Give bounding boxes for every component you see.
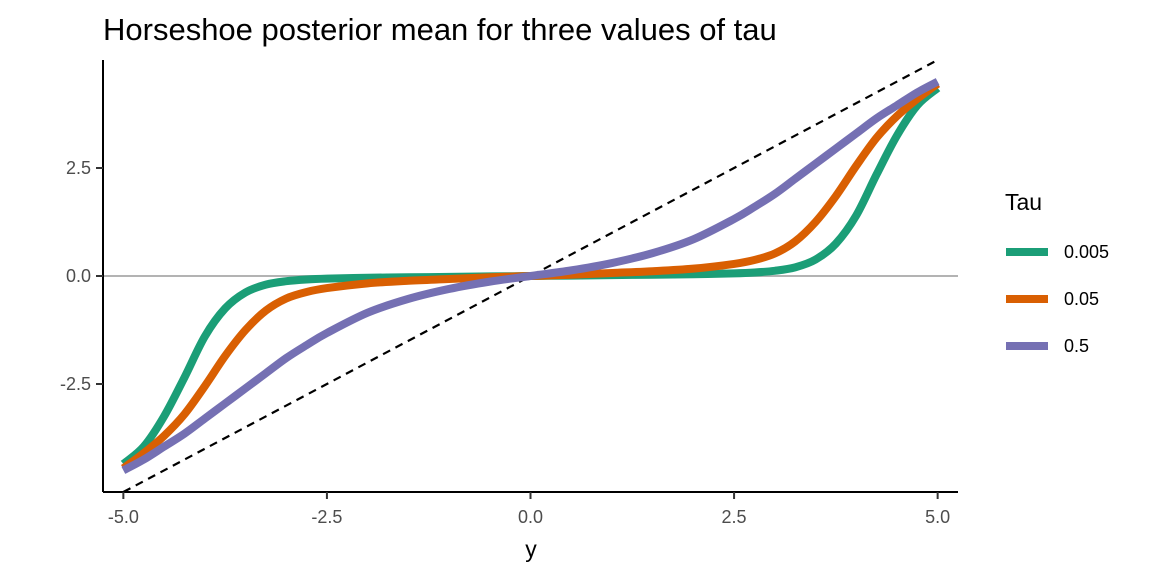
legend-title: Tau	[1005, 189, 1042, 215]
legend: Tau 0.005 0.05 0.5	[1005, 189, 1109, 356]
plot-area	[103, 59, 958, 493]
x-axis-ticks: -5.0 -2.5 0.0 2.5 5.0	[108, 492, 950, 527]
legend-label: 0.5	[1064, 336, 1089, 356]
x-axis-title: y	[525, 536, 537, 562]
legend-label: 0.005	[1064, 242, 1109, 262]
legend-items: 0.005 0.05 0.5	[1006, 242, 1109, 356]
series-line-3	[121, 78, 940, 474]
y-tick-label: 0.0	[66, 266, 91, 286]
x-tick-label: 0.0	[518, 507, 543, 527]
x-tick-label: -5.0	[108, 507, 139, 527]
y-axis-ticks: -2.5 0.0 2.5	[60, 158, 103, 394]
x-tick-label: -2.5	[311, 507, 342, 527]
x-tick-label: 5.0	[925, 507, 950, 527]
legend-label: 0.05	[1064, 289, 1099, 309]
y-tick-label: 2.5	[66, 158, 91, 178]
chart-title: Horseshoe posterior mean for three value…	[103, 12, 777, 47]
series-layer	[120, 78, 941, 474]
x-tick-label: 2.5	[722, 507, 747, 527]
y-tick-label: -2.5	[60, 374, 91, 394]
